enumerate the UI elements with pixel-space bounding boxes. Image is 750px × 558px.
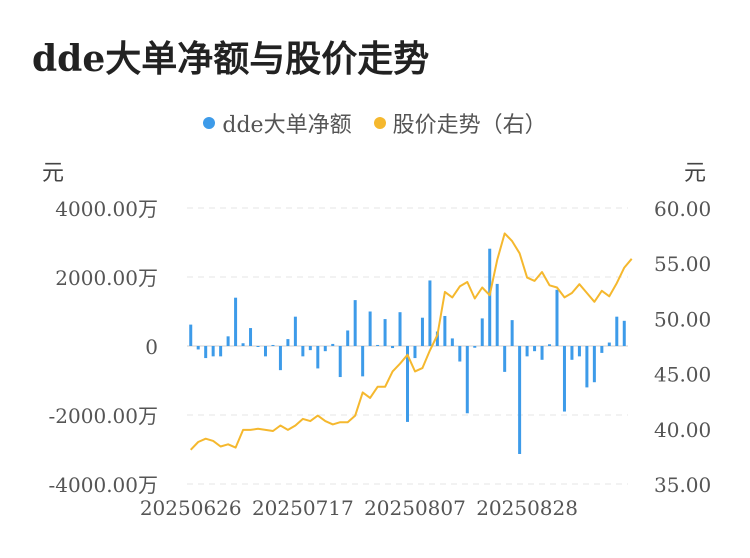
left-tick-label: -2000.00万 (49, 404, 158, 428)
bar (301, 346, 305, 357)
right-tick-label: 55.00 (654, 252, 711, 276)
bar (548, 344, 552, 346)
legend-item-price[interactable]: 股价走势（右） (373, 107, 547, 139)
right-tick-label: 60.00 (654, 197, 711, 221)
bar (518, 346, 522, 454)
chart-title: dde大单净额与股价走势 (32, 38, 430, 80)
bar (488, 248, 492, 346)
bar (622, 320, 626, 346)
bar (570, 346, 574, 360)
bar (383, 319, 387, 346)
bar (338, 346, 342, 378)
bar (376, 344, 380, 346)
bar (585, 346, 589, 388)
left-tick-label: 4000.00万 (55, 197, 158, 221)
bar (331, 343, 335, 346)
bar (555, 289, 559, 346)
legend: dde大单净额 股价走势（右） (0, 108, 750, 138)
right-tick-label: 50.00 (654, 307, 711, 331)
x-tick-label: 20250717 (252, 496, 354, 520)
right-axis-unit: 元 (684, 161, 707, 186)
bar (346, 330, 350, 346)
bar (256, 346, 260, 347)
bar (204, 346, 208, 359)
bar (316, 346, 320, 369)
bar (241, 343, 245, 346)
bar (495, 283, 499, 346)
bar (540, 346, 544, 360)
bar (525, 346, 529, 357)
bar (465, 346, 469, 414)
bar (219, 346, 223, 357)
right-tick-label: 40.00 (654, 418, 711, 442)
bar (323, 346, 327, 352)
left-tick-label: 2000.00万 (55, 266, 158, 290)
bar (503, 346, 507, 372)
legend-dot-dde (203, 117, 216, 129)
bar (398, 312, 402, 346)
bar (368, 311, 372, 346)
bar (196, 346, 200, 350)
bar (615, 316, 619, 346)
bar (361, 346, 365, 377)
x-tick-label: 20250626 (140, 496, 242, 520)
x-tick-label: 20250828 (476, 496, 578, 520)
bar (353, 300, 357, 346)
bar (234, 297, 238, 346)
bar (428, 280, 432, 346)
bar (435, 331, 439, 346)
bar (480, 318, 484, 346)
bar (293, 316, 297, 346)
bar (420, 317, 424, 346)
left-axis-unit: 元 (42, 161, 65, 186)
bar (226, 336, 230, 346)
right-tick-label: 45.00 (654, 363, 711, 387)
left-tick-label: -4000.00万 (49, 473, 158, 497)
x-tick-label: 20250807 (364, 496, 466, 520)
bar (533, 346, 537, 352)
bar (406, 346, 409, 422)
bar (458, 346, 462, 362)
bar (391, 346, 395, 349)
bar (308, 346, 312, 351)
bar (271, 344, 275, 346)
legend-dot-price (373, 117, 386, 129)
bar (278, 346, 282, 371)
bar (607, 342, 611, 346)
bar (577, 346, 581, 357)
left-tick-label: 0 (145, 335, 158, 359)
bar (473, 346, 477, 348)
bar (562, 346, 566, 412)
bar (249, 328, 253, 346)
bar (510, 320, 514, 346)
bar (600, 346, 604, 353)
bar (286, 339, 290, 346)
bar (443, 315, 447, 346)
legend-label-dde: dde大单净额 (222, 113, 352, 138)
price-line (189, 232, 633, 451)
bar (450, 338, 454, 346)
bar (592, 346, 596, 383)
bar (211, 346, 215, 357)
legend-label-price: 股价走势（右） (392, 113, 547, 138)
bar (189, 324, 193, 346)
bar (263, 346, 267, 357)
right-tick-label: 35.00 (654, 473, 711, 497)
legend-item-dde[interactable]: dde大单净额 (203, 107, 352, 139)
bar (413, 346, 417, 359)
